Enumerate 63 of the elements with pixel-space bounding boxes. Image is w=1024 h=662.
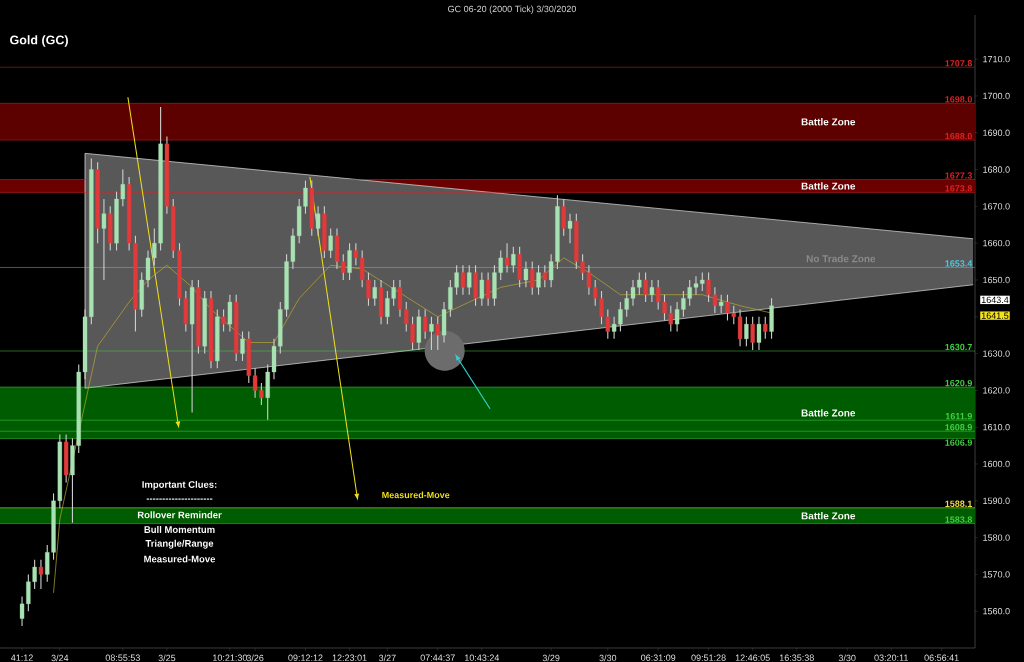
y-tick-label: 1650.0 [983, 276, 1010, 284]
annotation: Measured-Move [382, 491, 450, 499]
ref-line-label: 1653.4 [945, 260, 973, 267]
annotation: --------------------- [146, 498, 213, 500]
x-tick-label: 3/24 [51, 654, 69, 662]
x-tick-label: 41:12 [10, 654, 33, 661]
text: 1643.4 [981, 296, 1009, 304]
text: Gold (GC) [10, 35, 68, 47]
ref-line-label: 1606.9 [945, 439, 972, 446]
band-label: Battle Zone [801, 409, 856, 417]
x-tick-label: 12:23:01 [332, 654, 367, 661]
x-tick-label: 09:12:12 [288, 654, 323, 661]
y-tick-label: 1590.0 [983, 497, 1010, 504]
x-tick-label: 3/30 [838, 654, 856, 662]
ref-line-label: 1707.8 [945, 60, 973, 67]
ref-line-label: 1677.3 [945, 172, 972, 179]
y-tick-label: 1660.0 [983, 239, 1010, 247]
band-label: Battle Zone [801, 512, 856, 520]
y-tick-label: 1670.0 [983, 203, 1010, 210]
x-tick-label: 3/27 [378, 654, 396, 662]
x-tick-label: 12:46:05 [735, 654, 770, 661]
y-tick-label: 1680.0 [983, 166, 1010, 173]
x-tick-label: 10:43:24 [465, 654, 500, 661]
band-label: Battle Zone [801, 118, 856, 126]
text: 1641.5 [981, 312, 1009, 319]
y-tick-label: 1700.0 [983, 92, 1010, 100]
ref-line-label: 1611.9 [945, 413, 972, 420]
annotation: Important Clues: [142, 480, 217, 490]
band-label: Battle Zone [801, 182, 856, 190]
x-tick-label: 08:55:53 [105, 654, 140, 661]
ref-line-label: 1588.1 [945, 500, 973, 507]
x-tick-label: 07:44:37 [420, 654, 455, 661]
ref-line-label: 1630.7 [945, 343, 972, 351]
x-tick-label: 09:51:28 [691, 654, 726, 661]
x-tick-label: 10:21:30 [213, 654, 248, 661]
ref-line-label: 1688.0 [945, 132, 972, 140]
ref-line-label: 1698.0 [945, 96, 972, 103]
y-tick-label: 1630.0 [983, 350, 1010, 357]
y-tick-label: 1690.0 [983, 129, 1010, 136]
x-tick-label: 3/25 [158, 654, 176, 662]
annotation: Bull Momentum [144, 526, 215, 533]
ref-line-label: 1583.8 [945, 516, 973, 523]
y-tick-label: 1600.0 [983, 460, 1010, 468]
ref-line-label: 1620.9 [945, 379, 972, 387]
x-tick-label: 06:56:41 [924, 654, 959, 661]
ref-line-label: 1608.9 [945, 424, 972, 431]
x-tick-label: 3/26 [246, 654, 264, 662]
annotation: Measured-Move [144, 555, 216, 563]
x-tick-label: 3/30 [599, 654, 617, 662]
annotation: Triangle/Range [145, 539, 214, 549]
y-tick-label: 1570.0 [983, 571, 1010, 578]
x-tick-label: 03:20:11 [874, 654, 908, 661]
x-tick-label: 3/29 [542, 654, 560, 662]
x-tick-label: 16:35:38 [779, 654, 814, 661]
chart-title: GC 06-20 (2000 Tick) 3/30/2020 [448, 5, 577, 14]
annotation: Rollover Reminder [137, 511, 222, 519]
y-tick-label: 1580.0 [983, 534, 1010, 541]
y-tick-label: 1710.0 [983, 55, 1010, 63]
y-tick-label: 1560.0 [983, 608, 1010, 615]
y-tick-label: 1610.0 [983, 423, 1010, 431]
x-tick-label: 06:31:09 [641, 654, 676, 661]
y-tick-label: 1620.0 [983, 387, 1010, 394]
ref-line-label: 1673.8 [945, 185, 973, 192]
